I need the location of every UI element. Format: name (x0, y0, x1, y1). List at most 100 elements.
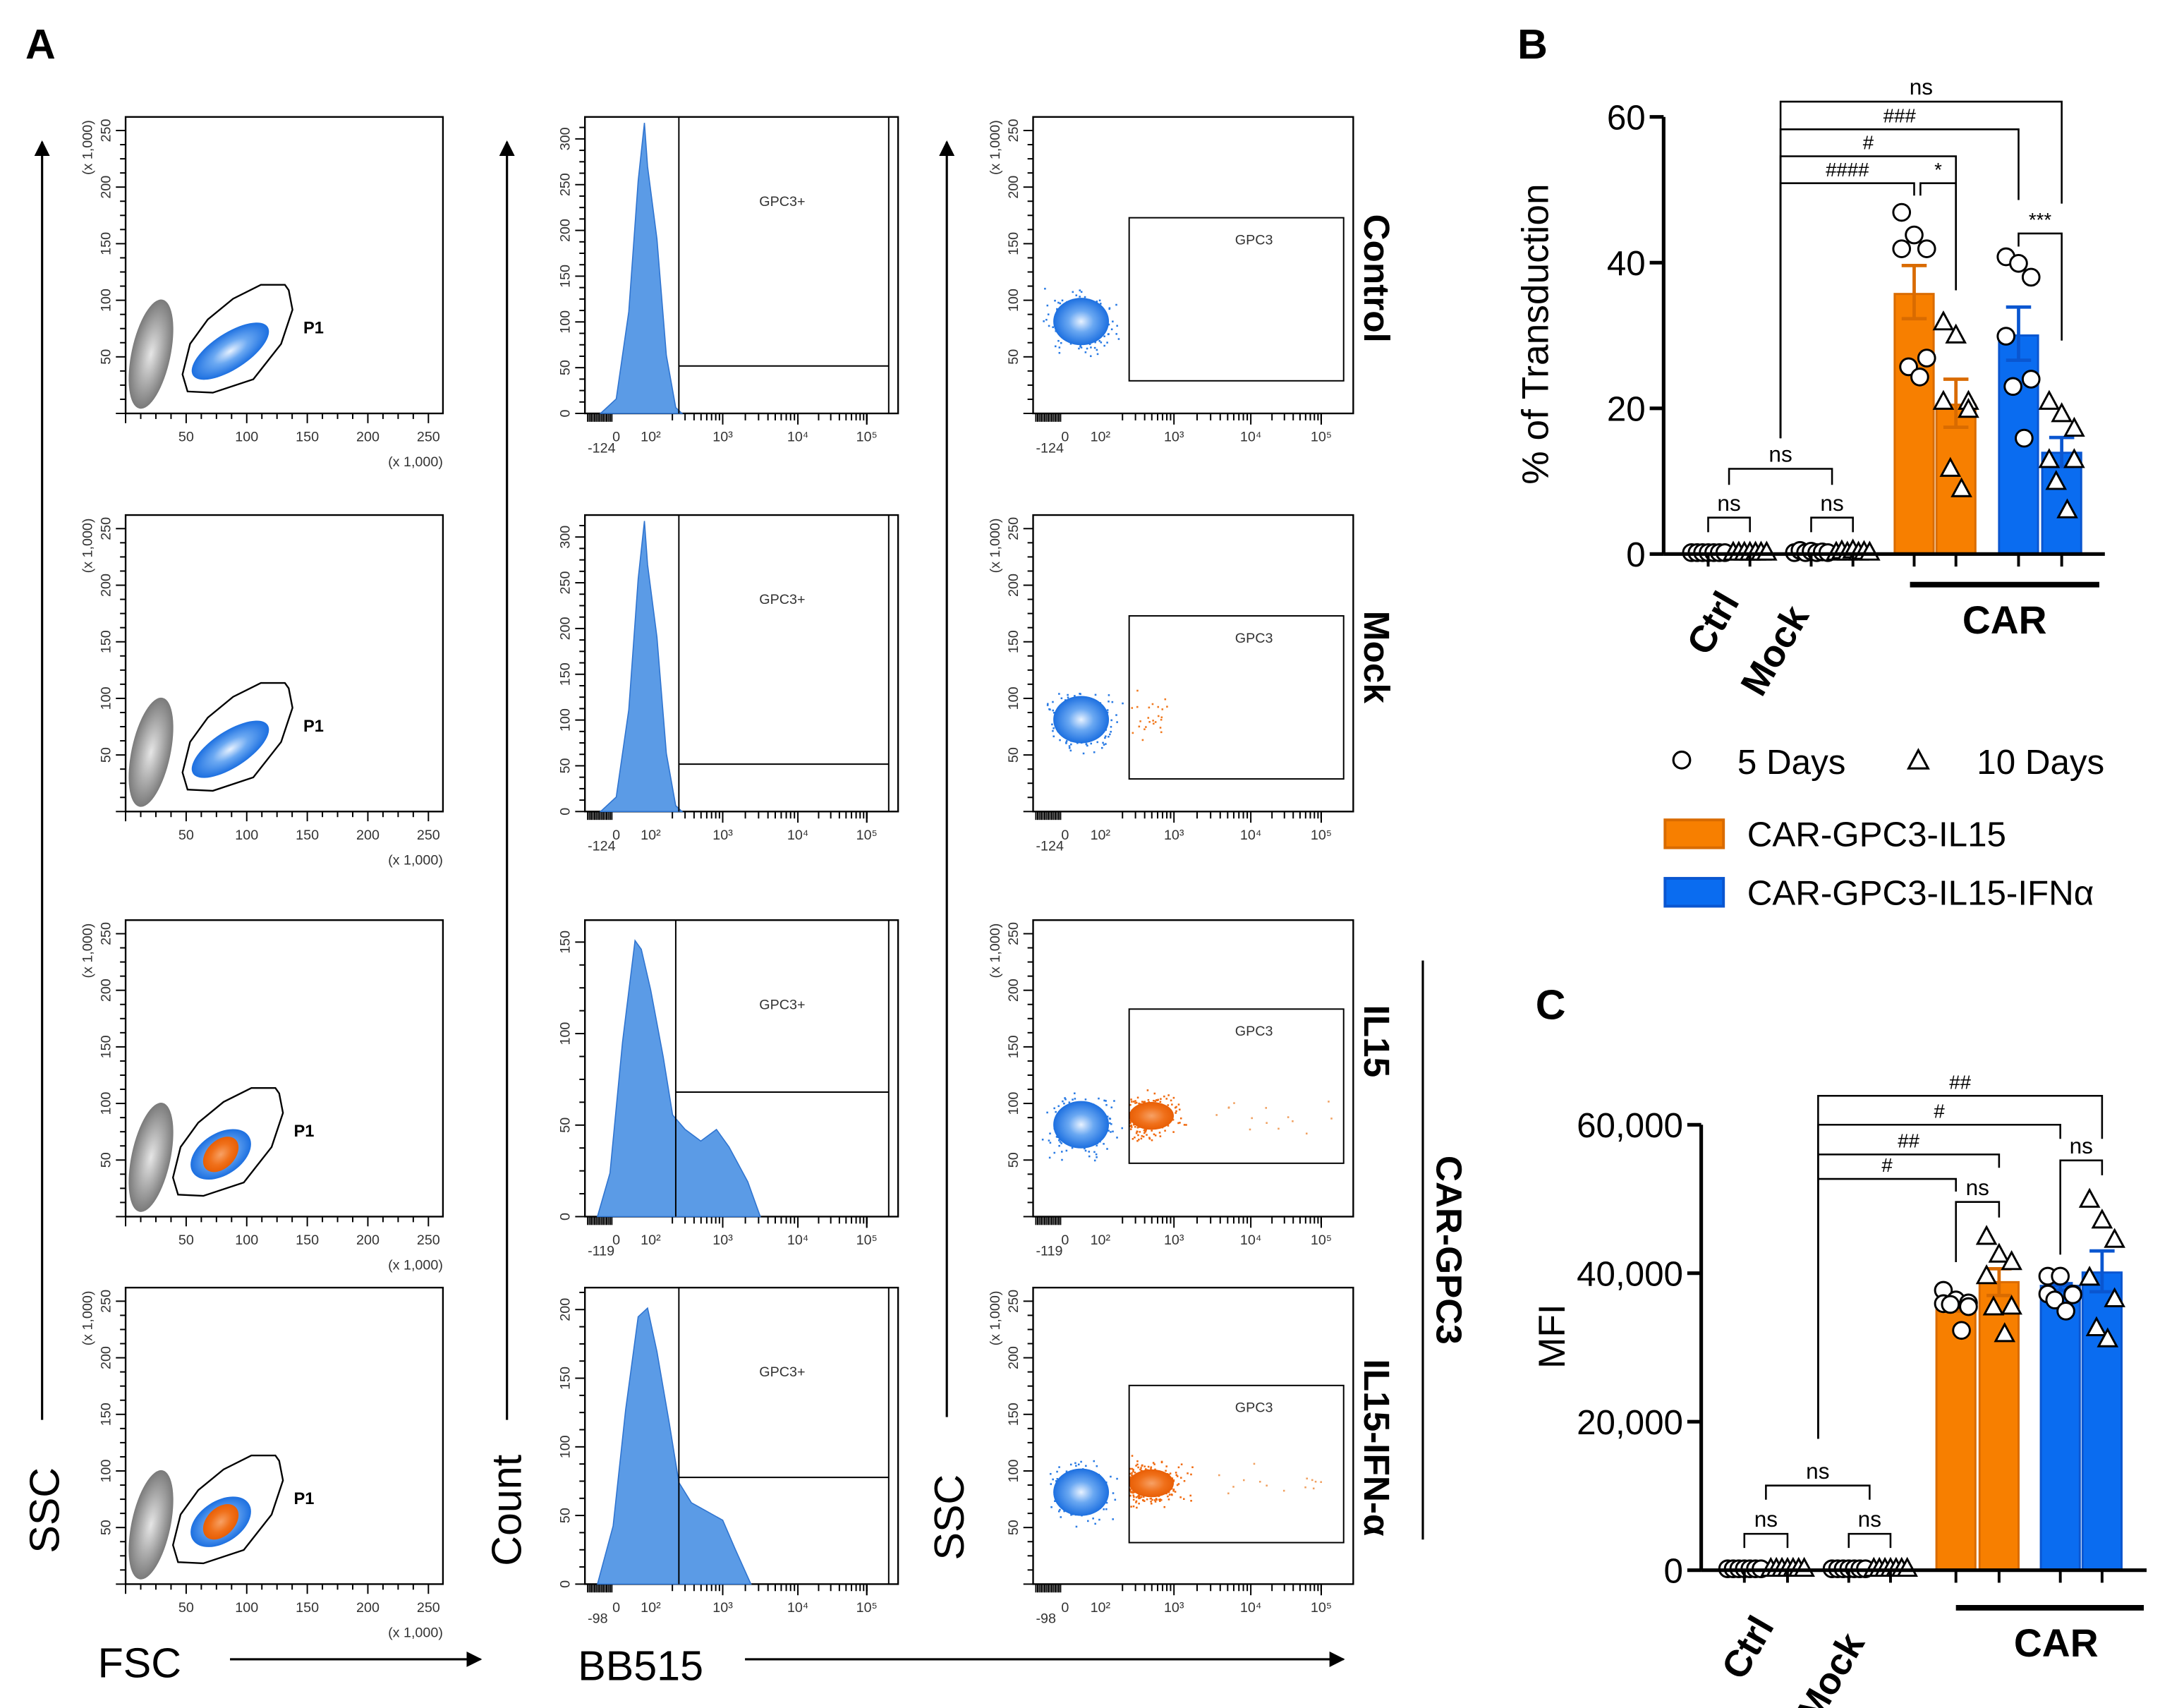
legend-circle-marker (1672, 750, 1692, 770)
event-dot (1105, 1100, 1107, 1102)
event-dot (1064, 1098, 1067, 1101)
y-tick-label: 150 (98, 630, 114, 653)
event-dot (1068, 1101, 1071, 1103)
y-tick-label: 50 (98, 1520, 114, 1535)
p1-gate (181, 682, 293, 792)
significance-label: *** (2029, 209, 2051, 231)
y-tick-label: 50 (557, 1508, 573, 1523)
p1-gate-label: P1 (303, 320, 324, 338)
event-dot (1130, 1098, 1132, 1101)
y-tick-label: 250 (98, 119, 114, 143)
significance-label: # (1863, 132, 1874, 154)
event-dot (1103, 1099, 1105, 1102)
y-tick-label: 50 (557, 758, 573, 773)
y-tick-label: 250 (1006, 119, 1021, 143)
event-dot (1130, 1128, 1132, 1130)
event-dot (1138, 1139, 1140, 1141)
event-dot (1175, 1110, 1177, 1113)
event-dot (1133, 1123, 1135, 1126)
y-tick-label: 0 (557, 409, 573, 417)
event-dot (1129, 1122, 1131, 1125)
gpc3-negative-population (1053, 1468, 1110, 1516)
bar (2081, 1271, 2123, 1572)
x-tick-label: 10² (1091, 429, 1111, 444)
event-dot (1150, 1466, 1153, 1469)
x-tick-label-min: -119 (1036, 1244, 1062, 1259)
event-dot (1061, 299, 1064, 302)
event-dot (1098, 1518, 1100, 1521)
x-tick-label: 10³ (1164, 429, 1184, 444)
event-dot (1088, 1151, 1091, 1153)
event-dot (1243, 1479, 1245, 1482)
x-tick-label-min: -124 (1036, 440, 1063, 456)
legend-swatch-il15 (1663, 818, 1725, 849)
event-dot (1058, 693, 1060, 695)
x-tick-label: 10⁵ (1311, 828, 1332, 843)
event-dot (1108, 735, 1110, 738)
event-dot (1072, 1098, 1074, 1101)
event-dot (1065, 1149, 1068, 1152)
lymphocyte-population (191, 322, 269, 380)
y-tick-label: 50 (1006, 349, 1021, 365)
event-dot (1160, 731, 1163, 734)
event-dot (1153, 1092, 1156, 1095)
y-tick-label: 200 (557, 1298, 573, 1321)
event-dot (1131, 1455, 1134, 1457)
event-dot (1096, 741, 1099, 744)
event-dot (1056, 1478, 1059, 1480)
data-point-circle (1892, 239, 1912, 258)
event-dot (1164, 698, 1167, 701)
event-dot (1167, 1498, 1170, 1501)
gpc3-positive-population (1129, 1469, 1175, 1498)
event-dot (1172, 1131, 1175, 1133)
y-tick-label: 0 (1664, 1551, 1683, 1590)
event-dot (1305, 1132, 1308, 1135)
data-point-circle (2021, 267, 2041, 287)
event-dot (1094, 694, 1097, 696)
x-tick-label: 10⁴ (787, 1232, 808, 1248)
event-dot (1056, 308, 1058, 310)
error-bar (2006, 305, 2032, 362)
event-dot (1138, 1102, 1140, 1105)
event-dot (1144, 1468, 1147, 1470)
event-dot (1106, 709, 1109, 711)
significance-bracket (1743, 1532, 1789, 1549)
event-dot (1079, 693, 1081, 695)
event-dot (1084, 1098, 1087, 1101)
y-tick-label: 0 (557, 1580, 573, 1588)
event-dot (1103, 1508, 1105, 1510)
category-label-car: CAR (1962, 598, 2047, 642)
y-tick-label: 200 (98, 176, 114, 199)
x-tick-label: 0 (1061, 429, 1069, 444)
gpc3-positive-gate-label: GPC3+ (759, 1364, 805, 1380)
event-dot (1161, 708, 1164, 710)
y-tick-label: 150 (557, 1367, 573, 1390)
event-dot (1151, 1139, 1153, 1141)
x-tick-label: 10⁵ (856, 1600, 878, 1616)
event-dot (1170, 1493, 1173, 1496)
histogram-curve (596, 1307, 752, 1585)
y-tick-label: 250 (98, 517, 114, 540)
event-dot (1143, 728, 1146, 730)
event-dot (1146, 1134, 1148, 1136)
data-point-triangle (1975, 1225, 1998, 1245)
event-dot (1175, 1474, 1178, 1477)
significance-bracket (1765, 1484, 1871, 1500)
event-dot (1153, 1099, 1155, 1102)
event-dot (1132, 1470, 1134, 1473)
y-tick-label: 100 (98, 289, 114, 312)
x-tick-label: 200 (356, 828, 380, 843)
data-point-circle (2003, 377, 2022, 396)
gpc3-positive-gate-label: GPC3+ (759, 592, 805, 607)
event-dot (1140, 1496, 1143, 1498)
event-dot (1168, 1473, 1170, 1476)
x-tick-label: 10² (641, 1232, 661, 1248)
x-tick-label: 10⁴ (787, 828, 808, 843)
x-tick-label: 150 (296, 1600, 319, 1616)
event-dot (1179, 1117, 1182, 1120)
event-dot (1140, 1467, 1142, 1469)
event-dot (1079, 344, 1082, 347)
y-tick-label: 250 (557, 571, 573, 595)
